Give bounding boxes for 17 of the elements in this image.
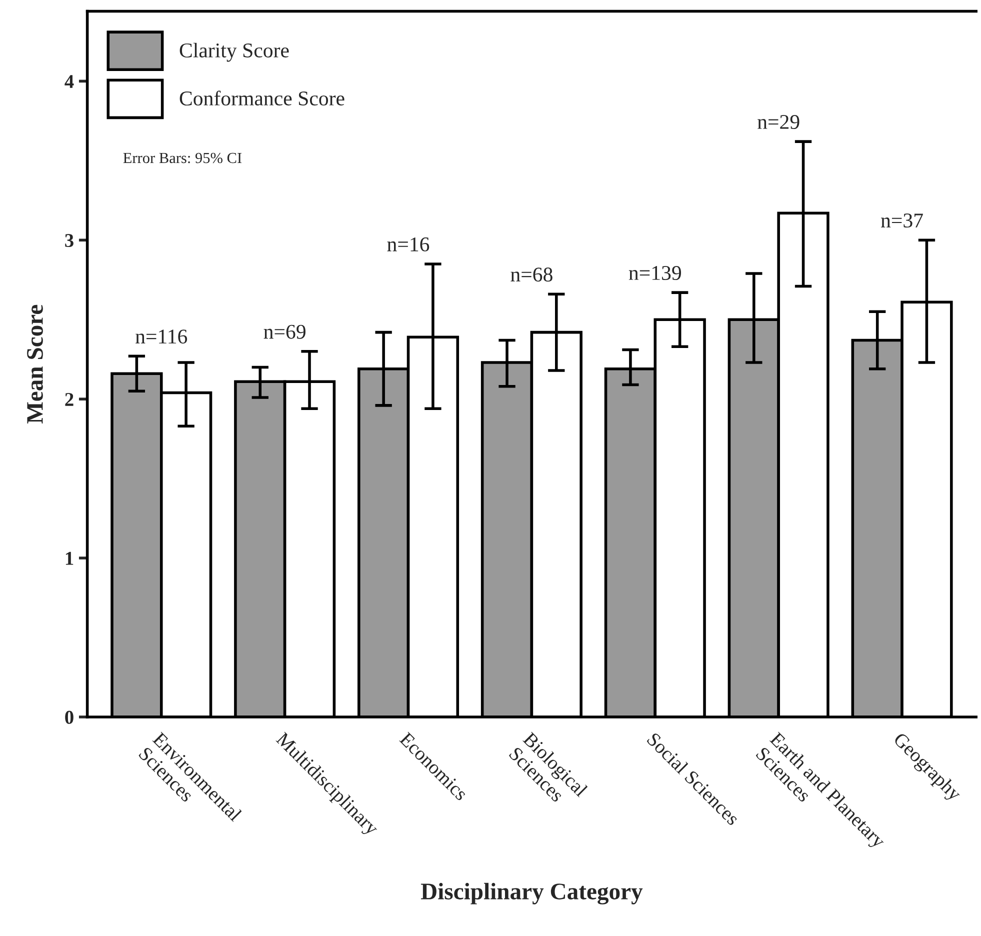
- legend-label: Clarity Score: [180, 42, 289, 62]
- y-tick-label: 1: [66, 552, 74, 565]
- y-tick-label: 0: [65, 710, 74, 724]
- y-tick-label: 4: [64, 75, 74, 88]
- annotation: n=116: [136, 330, 188, 344]
- x-axis-title: Disciplinary Category: [420, 882, 643, 904]
- annotation: n=139: [628, 266, 681, 280]
- annotation: n=68: [510, 268, 552, 282]
- y-tick-label: 2: [65, 392, 74, 406]
- y-axis-title: Mean Score: [27, 304, 43, 424]
- annotation: n=16: [387, 237, 430, 252]
- annotation: n=69: [264, 324, 306, 339]
- annotation: n=29: [758, 115, 800, 130]
- annotation: n=37: [881, 214, 923, 228]
- annotation: Error Bars: 95% CI: [123, 152, 242, 164]
- legend-label: Conformance Score: [180, 90, 344, 106]
- y-tick-label: 3: [65, 234, 74, 248]
